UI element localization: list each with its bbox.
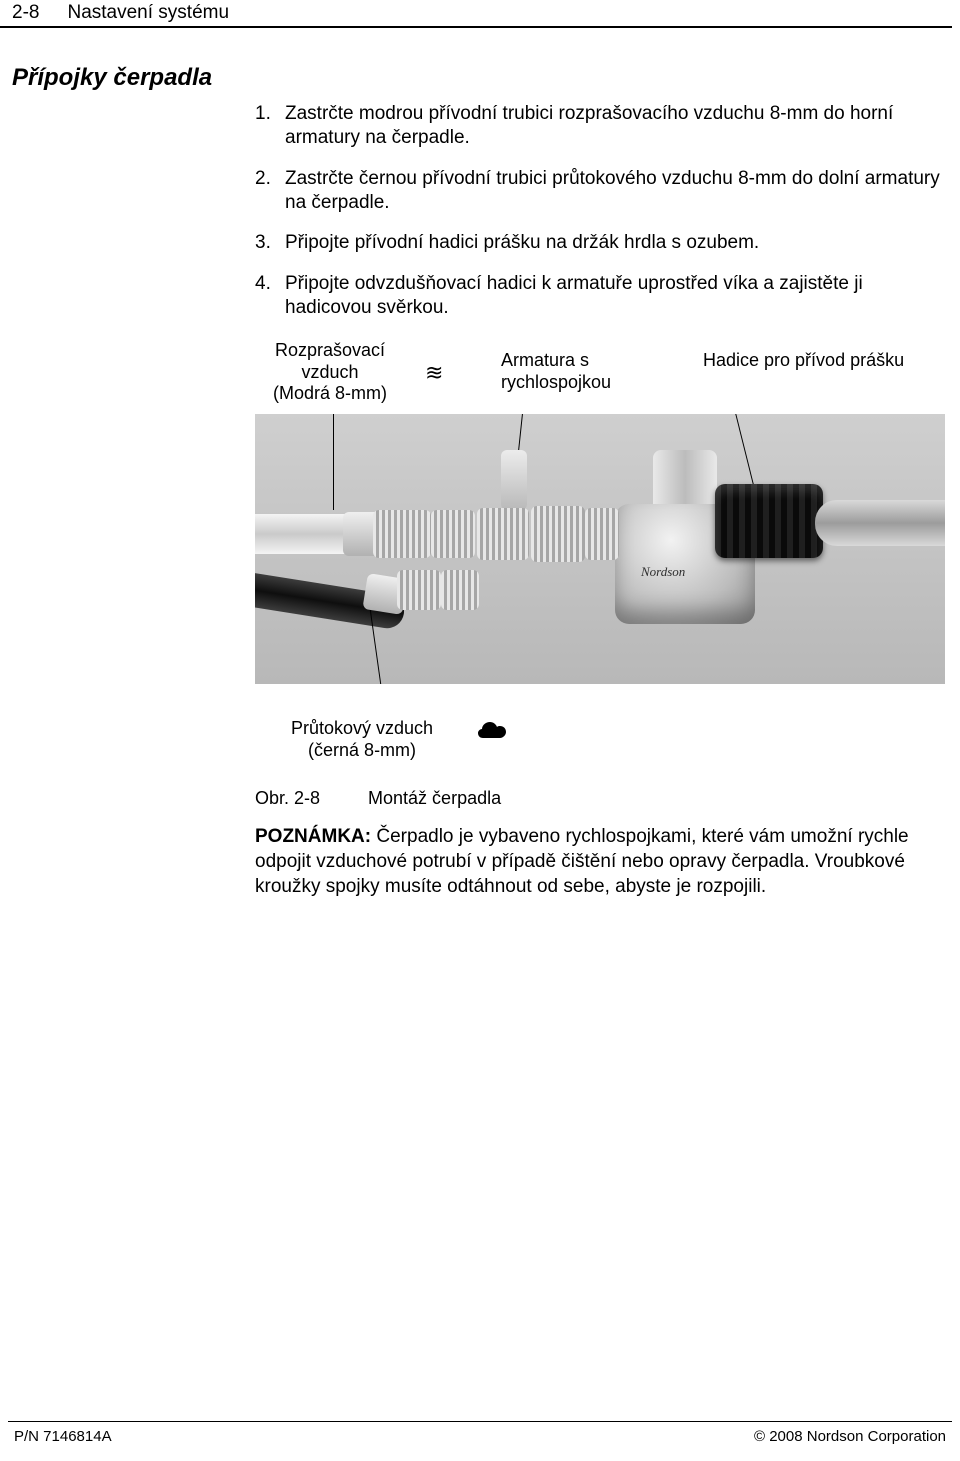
footer-part-number: P/N 7146814A — [14, 1428, 112, 1445]
label-line: Rozprašovací — [273, 340, 387, 362]
brand-marking: Nordson — [641, 564, 685, 580]
step-item: 2. Zastrčte černou přívodní trubici průt… — [255, 167, 944, 216]
header-title: Nastavení systému — [67, 2, 229, 24]
figure: Rozprašovací vzduch (Modrá 8-mm) ≋ Armat… — [255, 336, 945, 784]
step-number: 1. — [255, 102, 285, 151]
label-powder-hose: Hadice pro přívod prášku — [703, 350, 904, 371]
label-line: (Modrá 8-mm) — [273, 383, 387, 405]
knurled-ring — [531, 506, 585, 562]
note-block: POZNÁMKA: Čerpadlo je vybaveno rychlospo… — [255, 825, 944, 899]
knurled-ring — [585, 508, 619, 560]
steps-list: 1. Zastrčte modrou přívodní trubici rozp… — [255, 102, 960, 320]
label-line: rychlospojkou — [501, 372, 611, 394]
knurled-ring — [477, 508, 529, 560]
step-item: 4. Připojte odvzdušňovací hadici k armat… — [255, 272, 944, 321]
powder-cloud-icon — [477, 720, 509, 744]
figure-caption: Obr. 2-8 Montáž čerpadla — [255, 788, 960, 809]
step-text: Připojte odvzdušňovací hadici k armatuře… — [285, 272, 944, 321]
step-text: Zastrčte černou přívodní trubici průtoko… — [285, 167, 944, 216]
footer-rule — [8, 1421, 952, 1422]
caption-ref: Obr. 2-8 — [255, 788, 320, 809]
page-number: 2-8 — [0, 2, 67, 24]
footer-copyright: © 2008 Nordson Corporation — [754, 1428, 946, 1445]
step-text: Zastrčte modrou přívodní trubici rozpraš… — [285, 102, 944, 151]
figure-labels-top: Rozprašovací vzduch (Modrá 8-mm) ≋ Armat… — [255, 336, 945, 414]
pump-vent — [501, 450, 527, 510]
air-waves-icon: ≋ — [425, 360, 443, 386]
page-header: 2-8 Nastavení systému — [0, 0, 952, 28]
knurled-ring — [431, 510, 475, 558]
label-line: vzduch — [273, 362, 387, 384]
step-number: 2. — [255, 167, 285, 216]
section-title: Přípojky čerpadla — [0, 28, 960, 102]
label-quick-fitting: Armatura s rychlospojkou — [501, 350, 611, 394]
caption-text: Montáž čerpadla — [368, 788, 501, 809]
step-item: 3. Připojte přívodní hadici prášku na dr… — [255, 231, 944, 255]
powder-hose — [815, 500, 945, 546]
note-lead: POZNÁMKA: — [255, 826, 371, 847]
page-footer: P/N 7146814A © 2008 Nordson Corporation — [0, 1421, 960, 1445]
label-line: (černá 8-mm) — [291, 740, 433, 762]
step-number: 4. — [255, 272, 285, 321]
knurled-ring — [373, 510, 431, 558]
knurled-ring — [441, 570, 479, 610]
label-flow-air: Průtokový vzduch (černá 8-mm) — [291, 718, 433, 762]
leader-line — [735, 414, 755, 492]
label-atomizing-air: Rozprašovací vzduch (Modrá 8-mm) — [273, 340, 387, 405]
knurled-ring — [397, 570, 441, 610]
step-item: 1. Zastrčte modrou přívodní trubici rozp… — [255, 102, 944, 151]
label-line: Armatura s — [501, 350, 611, 372]
figure-photo: Nordson — [255, 414, 945, 684]
pump-cap — [715, 484, 823, 558]
figure-labels-bottom: Průtokový vzduch (černá 8-mm) — [255, 684, 945, 784]
step-number: 3. — [255, 231, 285, 255]
label-line: Průtokový vzduch — [291, 718, 433, 740]
leader-line — [333, 414, 334, 510]
step-text: Připojte přívodní hadici prášku na držák… — [285, 231, 944, 255]
